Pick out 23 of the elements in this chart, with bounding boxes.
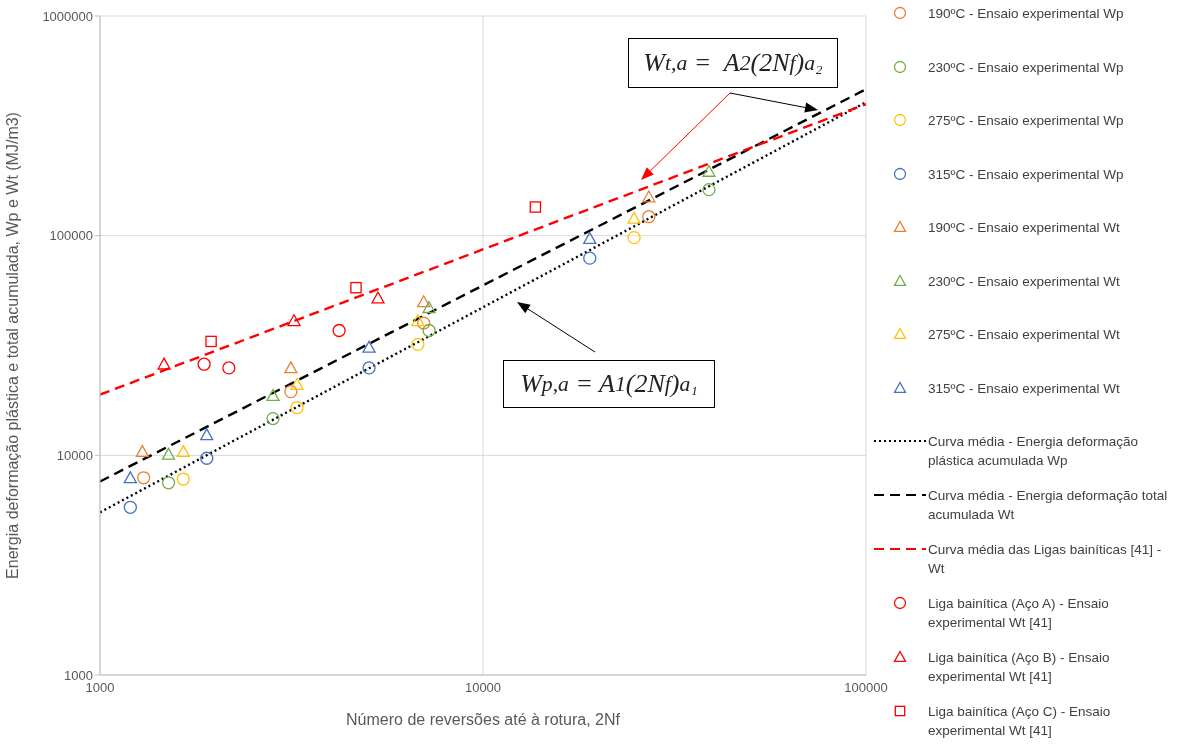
legend-label: 315ºC - Ensaio experimental Wt: [928, 379, 1121, 398]
legend-label: 275ºC - Ensaio experimental Wt: [928, 326, 1121, 344]
y-tick-label: 1000000: [42, 8, 93, 24]
y-tick-label: 10000: [56, 447, 93, 463]
legend-label: 230ºC - Ensaio experimental Wt: [928, 272, 1121, 291]
legend-label: Curva média - Energia deformação total acumulada Wt: [928, 487, 1168, 524]
legend-label: Liga bainítica (Aço C) - Ensaio experimental Wt [41]: [928, 703, 1112, 740]
legend-label: 275ºC - Ensaio experimental Wp: [928, 112, 1125, 130]
legend-label: 315ºC - Ensaio experimental Wp: [928, 165, 1125, 184]
x-axis-title: Número de reversões até à rotura, 2Nf: [346, 711, 621, 728]
x-tick-label: 10000: [464, 680, 502, 696]
legend-label: 190ºC - Ensaio experimental Wp: [928, 5, 1125, 23]
legend-label: Curva média - Energia deformação plástica acumulada Wp: [928, 433, 1140, 470]
y-tick-label: 100000: [49, 228, 93, 244]
legend-label: Curva média das Ligas bainíticas [41] - Wt: [928, 541, 1163, 578]
legend-label: Liga bainítica (Aço B) - Ensaio experimental Wt [41]: [928, 649, 1111, 686]
legend-label: 230ºC - Ensaio experimental Wp: [928, 58, 1125, 77]
legend-label: 190ºC - Ensaio experimental Wt: [928, 219, 1121, 237]
y-axis-title: Energia deformação plástica e total acumulada, Wp e Wt (MJ/m3): [3, 112, 21, 579]
x-tick-label: 1000: [85, 680, 115, 696]
y-tick-label: 1000: [64, 667, 93, 683]
legend-label: Liga bainítica (Aço A) - Ensaio experimental Wt [41]: [928, 595, 1110, 632]
x-tick-label: 100000: [844, 680, 888, 696]
